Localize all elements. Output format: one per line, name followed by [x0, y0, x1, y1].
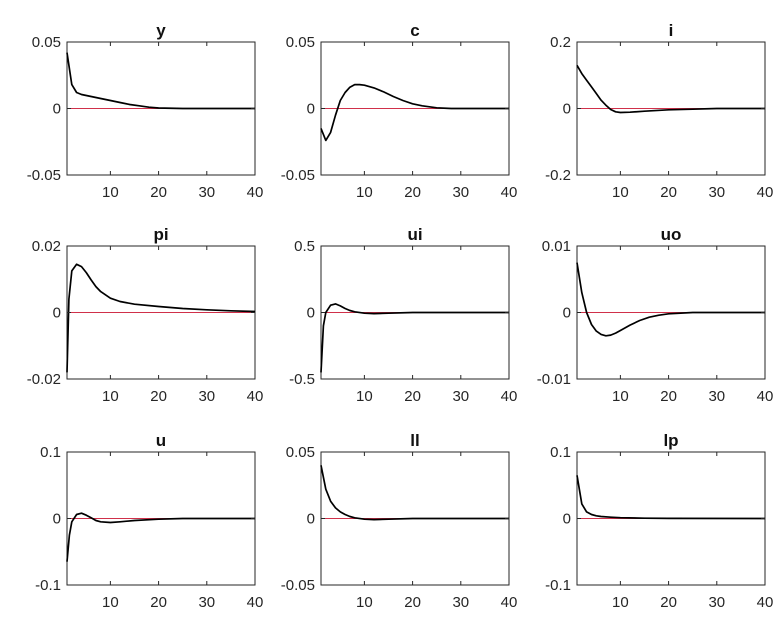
x-tick-label: 10 [356, 594, 373, 611]
x-tick-label: 30 [198, 184, 215, 201]
x-tick-label: 10 [102, 184, 119, 201]
y-tick-label: 0 [307, 101, 315, 118]
x-tick-label: 30 [452, 388, 469, 405]
panel-title: pi [153, 225, 168, 244]
panel-uo: uo 10 20 30 40 0.01 0 -0.01 [537, 225, 774, 405]
y-tick-label: 0.05 [286, 34, 315, 51]
panel-u: u 10 20 30 40 0.1 0 -0.1 [35, 431, 263, 611]
x-tick-label: 20 [150, 594, 167, 611]
x-tick-label: 20 [660, 594, 677, 611]
panel-title: uo [661, 225, 682, 244]
panel-title: lp [663, 431, 678, 450]
y-tick-label: -0.5 [289, 371, 315, 388]
y-tick-label: -0.02 [27, 371, 61, 388]
x-tick-label: 10 [356, 184, 373, 201]
panel-pi: pi 10 20 30 40 0.02 0 -0.02 [27, 225, 264, 405]
x-tick-label: 20 [404, 594, 421, 611]
panel-title: ui [407, 225, 422, 244]
y-tick-label: -0.1 [35, 577, 61, 594]
x-tick-label: 30 [452, 594, 469, 611]
x-tick-label: 40 [501, 184, 518, 201]
x-tick-label: 30 [708, 184, 725, 201]
panel-c: c 10 20 30 40 0.05 0 -0.05 [281, 21, 518, 201]
y-tick-label: -0.05 [27, 167, 61, 184]
panel-y: y 10 20 30 40 0.05 0 -0.05 [27, 21, 264, 201]
x-tick-label: 20 [660, 388, 677, 405]
x-tick-label: 40 [501, 388, 518, 405]
x-tick-label: 20 [404, 388, 421, 405]
panel-title: c [410, 21, 419, 40]
panel-title: ll [410, 431, 419, 450]
x-tick-label: 10 [612, 594, 629, 611]
response-line [576, 475, 766, 520]
x-tick-label: 40 [247, 388, 264, 405]
y-tick-label: 0 [307, 511, 315, 528]
y-tick-label: 0.02 [32, 238, 61, 255]
x-tick-label: 10 [612, 184, 629, 201]
x-tick-label: 40 [501, 594, 518, 611]
y-tick-label: 0.05 [32, 34, 61, 51]
y-tick-label: -0.05 [281, 577, 315, 594]
y-tick-label: 0.1 [40, 444, 61, 461]
x-tick-label: 30 [708, 594, 725, 611]
x-tick-label: 30 [708, 388, 725, 405]
response-line [576, 64, 765, 114]
y-tick-label: -0.01 [537, 371, 571, 388]
panel-ui: ui 10 20 30 40 0.5 0 -0.5 [289, 225, 517, 405]
x-tick-label: 20 [404, 184, 421, 201]
x-tick-label: 10 [102, 388, 119, 405]
y-tick-label: 0 [563, 511, 571, 528]
x-tick-label: 40 [247, 594, 264, 611]
panel-ll: ll 10 20 30 40 0.05 0 -0.05 [281, 431, 518, 611]
x-tick-label: 40 [757, 184, 774, 201]
x-tick-label: 20 [660, 184, 677, 201]
y-tick-label: 0 [307, 305, 315, 322]
x-tick-label: 30 [198, 594, 215, 611]
y-tick-label: -0.1 [545, 577, 571, 594]
x-tick-label: 40 [247, 184, 264, 201]
x-tick-label: 10 [102, 594, 119, 611]
x-tick-label: 30 [198, 388, 215, 405]
response-line [320, 303, 509, 373]
panel-title: u [156, 431, 166, 450]
y-tick-label: 0.5 [294, 238, 315, 255]
x-tick-label: 40 [757, 594, 774, 611]
y-tick-label: 0 [563, 305, 571, 322]
y-tick-label: 0 [563, 101, 571, 118]
x-tick-label: 20 [150, 184, 167, 201]
response-line [66, 512, 255, 562]
y-tick-label: -0.05 [281, 167, 315, 184]
y-tick-label: 0 [53, 101, 61, 118]
x-tick-label: 10 [356, 388, 373, 405]
panel-title: i [669, 21, 674, 40]
x-tick-label: 40 [757, 388, 774, 405]
response-line [576, 262, 765, 337]
y-tick-label: 0.05 [286, 444, 315, 461]
y-tick-label: 0 [53, 511, 61, 528]
y-tick-label: -0.2 [545, 167, 571, 184]
panel-title: y [156, 21, 166, 40]
panel-lp: lp 10 20 30 40 0.1 0 -0.1 [545, 431, 773, 611]
response-line [66, 52, 255, 110]
y-tick-label: 0.01 [542, 238, 571, 255]
response-line [320, 465, 509, 521]
response-line [66, 263, 256, 373]
x-tick-label: 30 [452, 184, 469, 201]
y-tick-label: 0.1 [550, 444, 571, 461]
y-tick-label: 0 [53, 305, 61, 322]
x-tick-label: 10 [612, 388, 629, 405]
response-line [320, 83, 509, 142]
y-tick-label: 0.2 [550, 34, 571, 51]
panel-i: i 10 20 30 40 0.2 0 -0.2 [545, 21, 773, 201]
x-tick-label: 20 [150, 388, 167, 405]
